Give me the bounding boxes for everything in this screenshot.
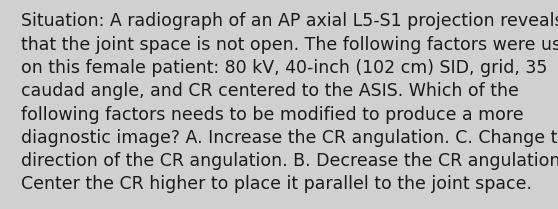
Text: Situation: A radiograph of an AP axial L5-S1 projection reveals
that the joint s: Situation: A radiograph of an AP axial L…: [21, 12, 558, 194]
